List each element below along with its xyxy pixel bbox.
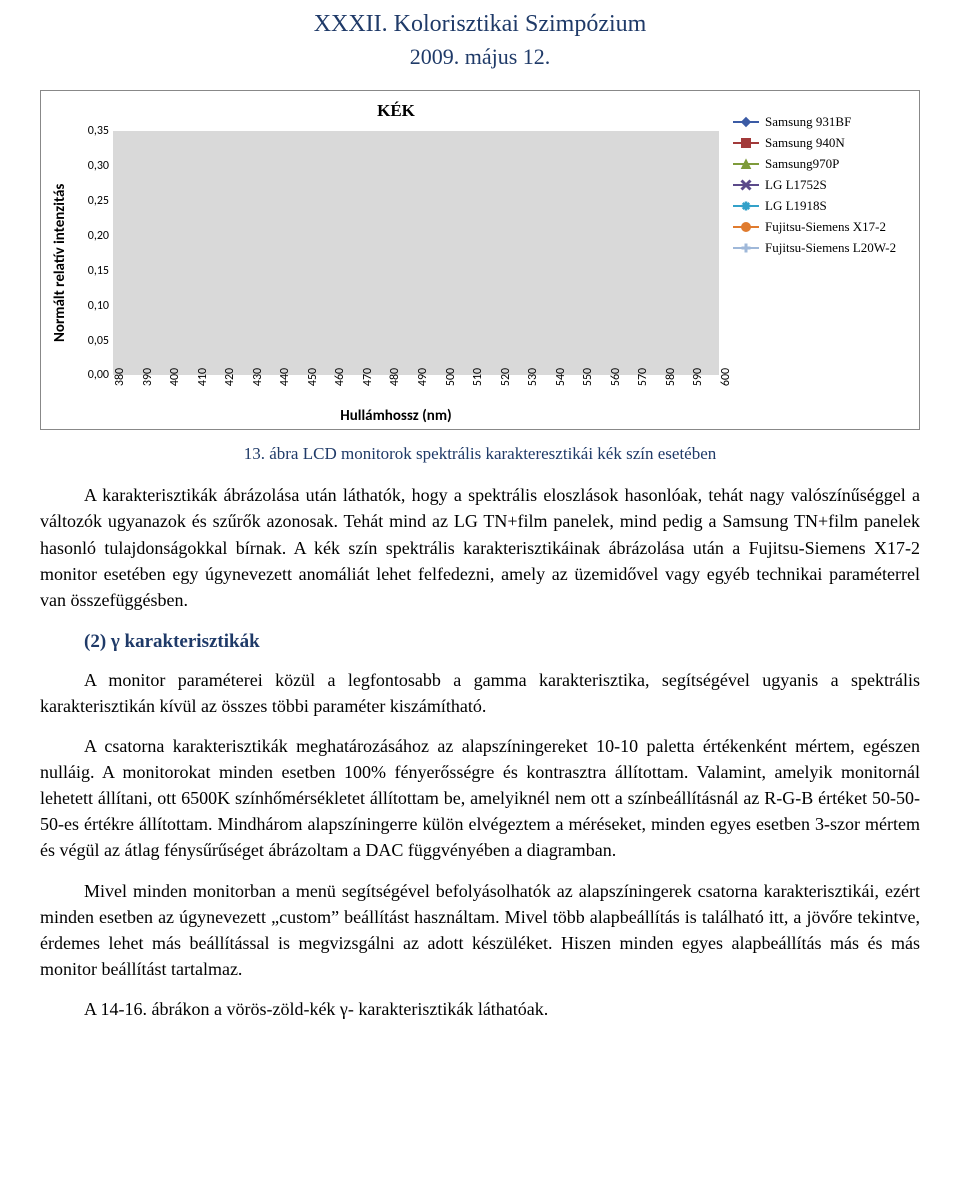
xtick: 520 — [499, 368, 513, 386]
legend-item: Fujitsu-Siemens X17-2 — [733, 220, 903, 235]
legend-swatch — [733, 241, 759, 255]
header-title: XXXII. Kolorisztikai Szimpózium — [40, 8, 920, 42]
legend-swatch — [733, 220, 759, 234]
legend-swatch — [733, 199, 759, 213]
chart-plot: 0,00 0,05 0,10 0,15 0,20 0,25 0,30 0,35 380 390 4… — [73, 125, 723, 405]
xtick: 420 — [223, 368, 237, 386]
legend-label: Fujitsu-Siemens L20W-2 — [765, 241, 903, 256]
figure-13: Normált relatív intenzitás KÉK 0,000,050… — [40, 90, 920, 430]
legend-label: Samsung 931BF — [765, 115, 903, 130]
paragraph-5: A 14-16. ábrákon a vörös-zöld-kék γ- kar… — [40, 996, 920, 1022]
xtick: 470 — [361, 368, 375, 386]
legend-label: LG L1918S — [765, 199, 903, 214]
ytick: 0,30 — [88, 159, 109, 173]
ytick: 0,20 — [88, 229, 109, 243]
legend-item: Samsung 940N — [733, 136, 903, 151]
xtick: 600 — [719, 368, 733, 386]
xtick: 530 — [526, 368, 540, 386]
xtick: 410 — [196, 368, 210, 386]
legend-item: Fujitsu-Siemens L20W-2 — [733, 241, 903, 256]
xtick: 570 — [636, 368, 650, 386]
paragraph-1: A karakterisztikák ábrázolása után látha… — [40, 482, 920, 612]
xtick: 490 — [416, 368, 430, 386]
figure-caption: 13. ábra LCD monitorok spektrális karakt… — [40, 444, 920, 464]
ytick: 0,00 — [88, 368, 109, 382]
paragraph-4: Mivel minden monitorban a menü segítségé… — [40, 878, 920, 982]
xtick: 450 — [306, 368, 320, 386]
xtick: 540 — [554, 368, 568, 386]
legend-item: Samsung970P — [733, 157, 903, 172]
chart-legend: Samsung 931BF Samsung 940N Samsung970P LG L… — [723, 101, 909, 425]
xtick: 440 — [278, 368, 292, 386]
xtick: 500 — [444, 368, 458, 386]
page-header: XXXII. Kolorisztikai Szimpózium 2009. má… — [40, 0, 920, 72]
legend-item: Samsung 931BF — [733, 115, 903, 130]
legend-swatch — [733, 157, 759, 171]
xtick: 580 — [664, 368, 678, 386]
ytick: 0,25 — [88, 194, 109, 208]
header-date: 2009. május 12. — [40, 42, 920, 73]
chart-xlabel: Hullámhossz (nm) — [69, 407, 723, 425]
xtick: 480 — [388, 368, 402, 386]
ytick: 0,35 — [88, 124, 109, 138]
legend-label: LG L1752S — [765, 178, 903, 193]
ytick: 0,15 — [88, 264, 109, 278]
ytick: 0,05 — [88, 334, 109, 348]
xtick: 550 — [581, 368, 595, 386]
xtick: 400 — [168, 368, 182, 386]
legend-label: Samsung 940N — [765, 136, 903, 151]
body-text: A karakterisztikák ábrázolása után látha… — [40, 482, 920, 1022]
xtick: 430 — [251, 368, 265, 386]
chart-title: KÉK — [69, 101, 723, 121]
legend-label: Samsung970P — [765, 157, 903, 172]
paragraph-2: A monitor paraméterei közül a legfontosa… — [40, 667, 920, 719]
legend-swatch — [733, 178, 759, 192]
xtick: 590 — [691, 368, 705, 386]
section-title: (2) γ karakterisztikák — [84, 631, 920, 653]
legend-item: LG L1918S — [733, 199, 903, 214]
legend-label: Fujitsu-Siemens X17-2 — [765, 220, 903, 235]
legend-swatch — [733, 136, 759, 150]
xtick: 380 — [113, 368, 127, 386]
legend-swatch — [733, 115, 759, 129]
xtick: 460 — [333, 368, 347, 386]
xtick: 390 — [141, 368, 155, 386]
chart-svg — [113, 131, 719, 375]
xtick: 510 — [471, 368, 485, 386]
paragraph-3: A csatorna karakterisztikák meghatározás… — [40, 733, 920, 863]
xtick: 560 — [609, 368, 623, 386]
ytick: 0,10 — [88, 299, 109, 313]
legend-item: LG L1752S — [733, 178, 903, 193]
chart-ylabel: Normált relatív intenzitás — [51, 101, 69, 425]
